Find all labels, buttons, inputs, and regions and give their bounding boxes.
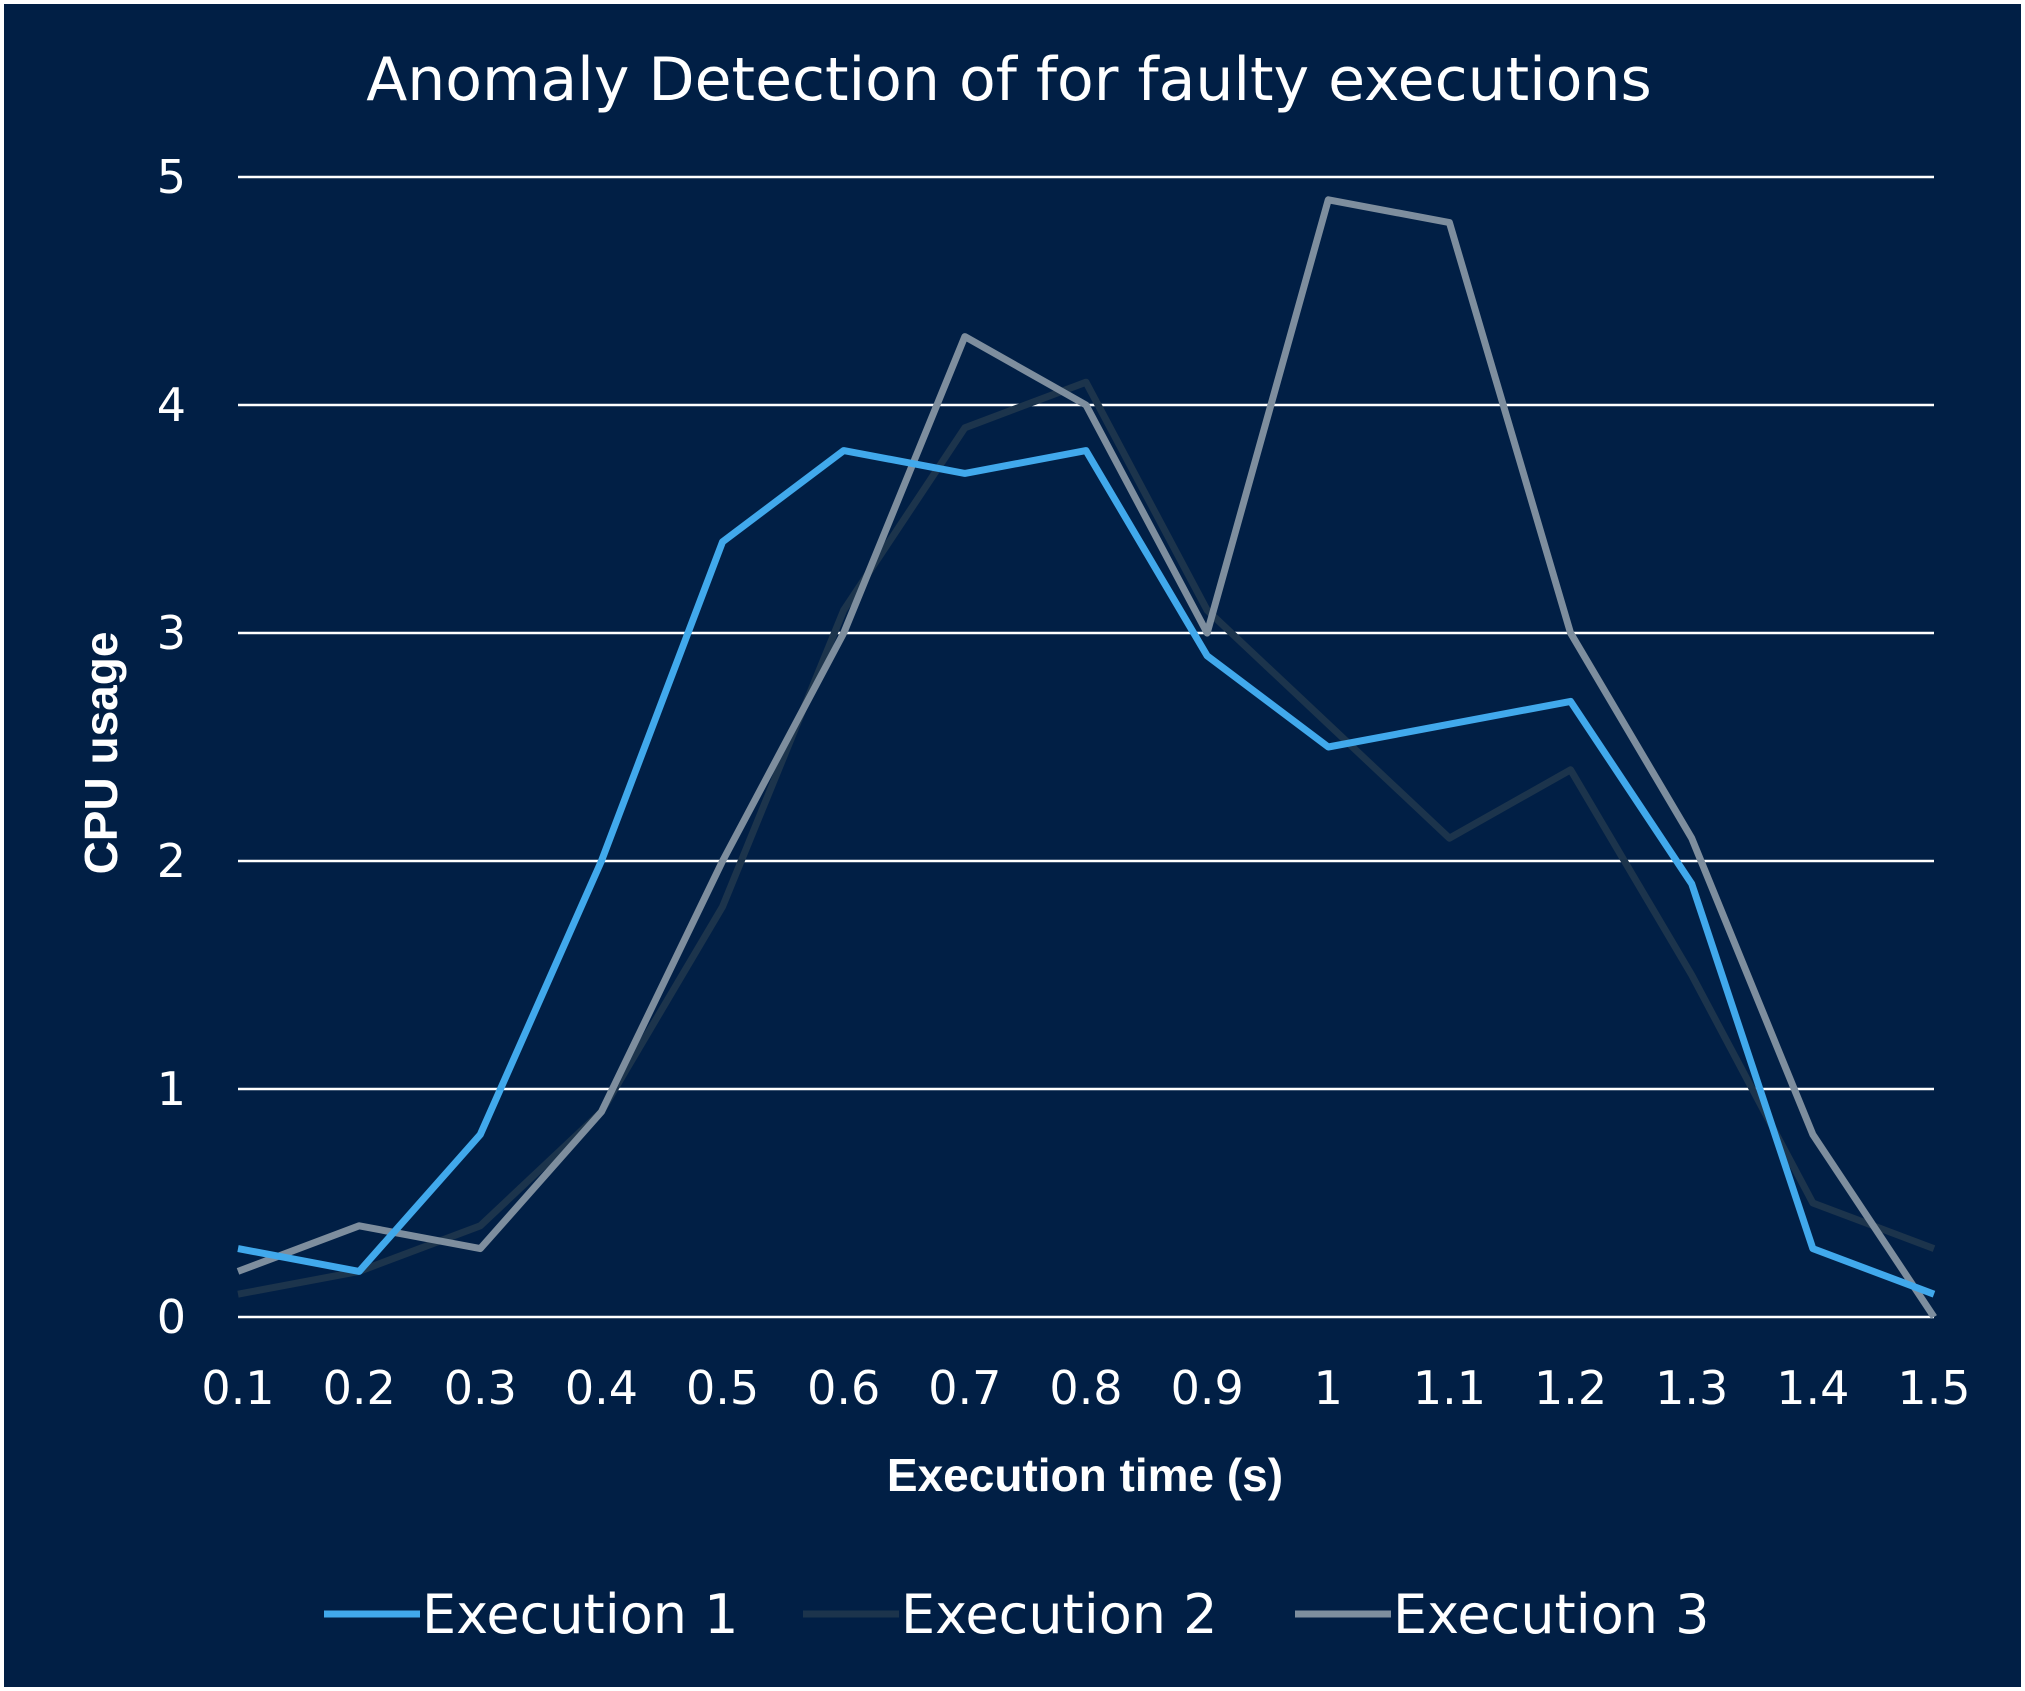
y-axis-label: CPU usage — [75, 632, 127, 875]
x-tick-label: 0.1 — [201, 1361, 274, 1415]
x-tick-label: 0.7 — [928, 1361, 1001, 1415]
gridlines — [238, 175, 1934, 1319]
y-tick-label: 3 — [157, 606, 186, 660]
y-tick-label: 4 — [157, 378, 186, 432]
x-tick-label: 1.3 — [1655, 1361, 1728, 1415]
x-tick-label: 0.8 — [1049, 1361, 1122, 1415]
legend: Execution 1 Execution 2 Execution 3 — [324, 1583, 1710, 1646]
x-tick-label: 1.4 — [1776, 1361, 1849, 1415]
series-line-1 — [237, 447, 1936, 1298]
x-tick-label: 1.5 — [1897, 1361, 1970, 1415]
x-tick-label: 0.9 — [1171, 1361, 1244, 1415]
chart-container: Anomaly Detection of for faulty executio… — [4, 4, 2021, 1687]
x-tick-label: 1 — [1314, 1361, 1343, 1415]
x-tick-label: 0.6 — [807, 1361, 880, 1415]
x-tick-label: 0.2 — [323, 1361, 396, 1415]
y-axis-ticks: 0 1 2 3 4 5 — [157, 150, 186, 1344]
y-tick-label: 1 — [157, 1062, 186, 1116]
chart-title: Anomaly Detection of for faulty executio… — [366, 45, 1652, 115]
y-tick-label: 0 — [157, 1290, 186, 1344]
y-tick-label: 2 — [157, 834, 186, 888]
line-chart: Anomaly Detection of for faulty executio… — [75, 45, 1971, 1646]
series-line-2 — [237, 378, 1936, 1298]
x-tick-label: 0.5 — [686, 1361, 759, 1415]
x-axis-ticks: 0.1 0.2 0.3 0.4 0.5 0.6 0.7 0.8 0.9 1 1.1 1.2 1.3 1.4… — [201, 1361, 1970, 1415]
x-tick-label: 0.4 — [565, 1361, 638, 1415]
series-lines — [236, 196, 1937, 1319]
series-line-3 — [236, 196, 1937, 1319]
x-tick-label: 1.2 — [1534, 1361, 1607, 1415]
y-tick-label: 5 — [157, 150, 186, 204]
legend-label-1: Execution 1 — [422, 1583, 739, 1646]
x-axis-label: Execution time (s) — [887, 1449, 1283, 1501]
legend-label-3: Execution 3 — [1393, 1583, 1710, 1646]
x-tick-label: 0.3 — [444, 1361, 517, 1415]
x-tick-label: 1.1 — [1413, 1361, 1486, 1415]
legend-label-2: Execution 2 — [901, 1583, 1218, 1646]
